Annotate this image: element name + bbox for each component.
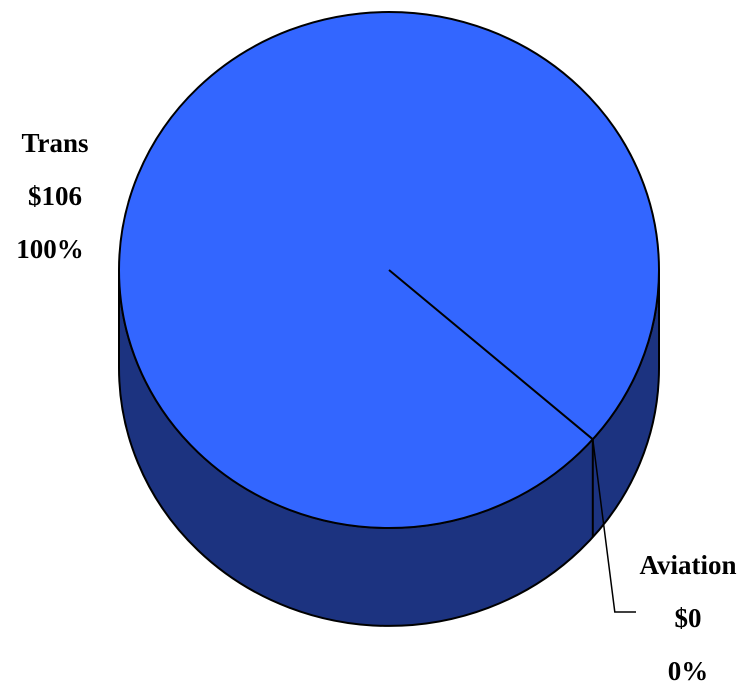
label-aviation-value: $0 — [675, 603, 702, 633]
label-aviation-percent: 0% — [668, 656, 709, 684]
label-aviation-name: Aviation — [639, 550, 736, 580]
label-trans-percent: 100% — [16, 234, 84, 264]
pie-slice-aviation — [388, 269, 594, 441]
leader-line-aviation — [592, 439, 636, 613]
label-trans-value: $106 — [28, 181, 82, 211]
label-trans-name: Trans — [21, 128, 88, 158]
